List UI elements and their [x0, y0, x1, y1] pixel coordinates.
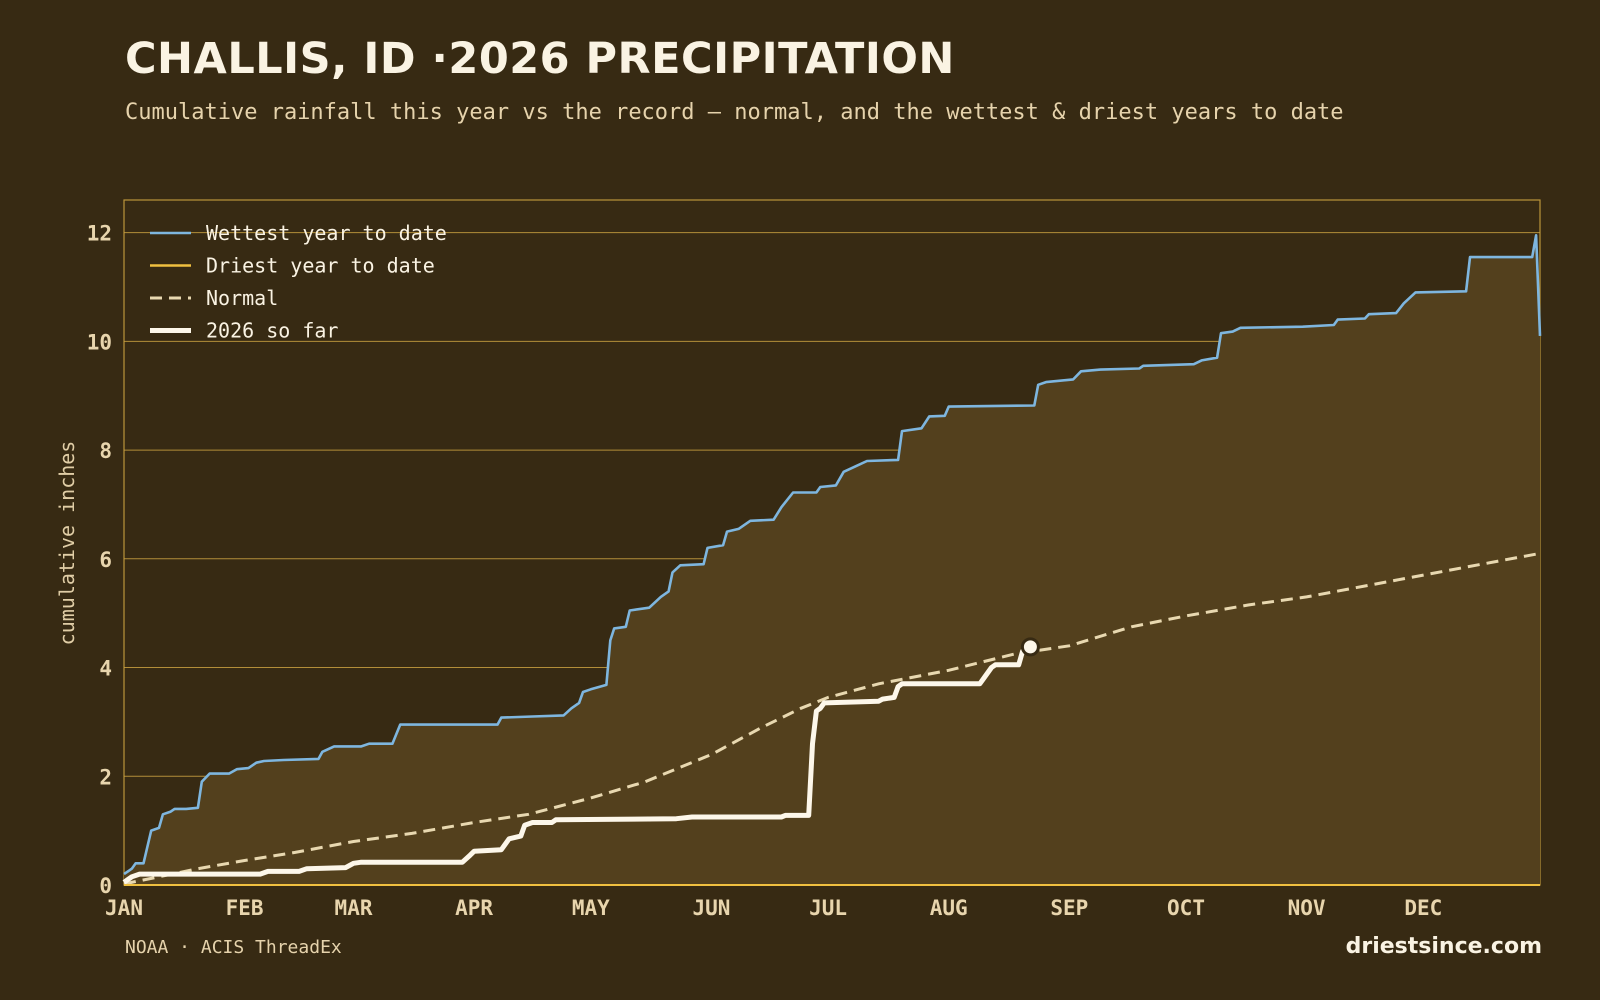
- legend-label-normal: Normal: [206, 286, 278, 310]
- current-year-line: [122, 644, 1032, 885]
- x-tick-label: FEB: [226, 896, 264, 920]
- y-axis-label: cumulative inches: [55, 441, 79, 646]
- x-tick-label: NOV: [1288, 896, 1326, 920]
- x-tick-label: JUN: [692, 896, 730, 920]
- y-tick-label: 10: [87, 330, 112, 354]
- x-tick-label: AUG: [930, 896, 968, 920]
- legend-label-current: 2026 so far: [206, 319, 338, 343]
- brand-link[interactable]: driestsince.com: [1345, 934, 1542, 959]
- normal-line: [123, 551, 1541, 886]
- x-tick-label: JAN: [105, 896, 143, 920]
- page-subtitle: Cumulative rainfall this year vs the rec…: [125, 100, 1344, 125]
- wettest-driest-band: [124, 235, 1540, 886]
- page-title: CHALLIS, ID ·2026 PRECIPITATION: [125, 34, 955, 84]
- x-tick-label: APR: [455, 896, 493, 920]
- y-tick-label: 2: [99, 765, 112, 789]
- x-tick-label: SEP: [1050, 896, 1088, 920]
- legend-label-driest: Driest year to date: [206, 254, 435, 278]
- data-source: NOAA · ACIS ThreadEx: [125, 937, 342, 958]
- current-value-marker: [1020, 637, 1040, 657]
- axis-layer: 0 2 4 6 8 10 12 JAN FEB MAR APR MAY JUN JUL AUG SEP OCT N…: [87, 222, 1540, 920]
- legend: Wettest year to date Driest year to date N…: [150, 221, 447, 343]
- y-tick-label: 8: [99, 439, 112, 463]
- legend-label-wettest: Wettest year to date: [206, 221, 447, 245]
- x-tick-label: JUL: [809, 896, 847, 920]
- area-layer: [124, 235, 1540, 886]
- y-tick-label: 4: [99, 657, 112, 681]
- x-tick-label: OCT: [1167, 896, 1205, 920]
- y-tick-label: 6: [99, 548, 112, 572]
- y-tick-label: 0: [99, 874, 112, 898]
- y-tick-label: 12: [87, 222, 112, 246]
- x-tick-label: DEC: [1404, 896, 1442, 920]
- x-tick-label: MAY: [572, 896, 610, 920]
- wettest-line: [123, 234, 1542, 876]
- x-tick-label: MAR: [335, 896, 373, 920]
